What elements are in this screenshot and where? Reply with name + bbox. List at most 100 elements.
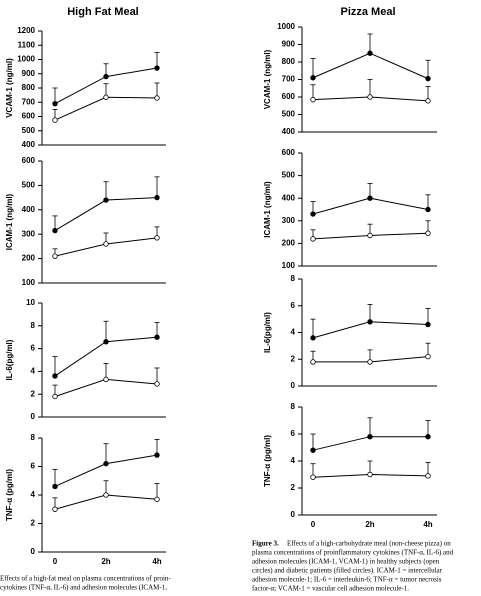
y-tick-label: 900	[22, 69, 36, 78]
y-tick-label: 400	[282, 193, 296, 202]
marker	[103, 94, 109, 100]
marker	[103, 339, 109, 345]
y-tick-label: 0	[291, 510, 296, 519]
marker	[154, 65, 160, 71]
series-line	[312, 52, 429, 80]
y-axis-label: VCAM-1 (ng/ml)	[263, 49, 272, 109]
y-tick-label: 400	[22, 140, 36, 149]
marker	[367, 195, 373, 201]
y-tick-label: 2	[31, 519, 36, 528]
y-tick-label: 400	[282, 127, 296, 136]
marker	[425, 321, 431, 328]
y-tick-label: 500	[282, 171, 296, 180]
y-axis-label: IL-6(pg/ml)	[263, 312, 272, 353]
y-tick-label: 4	[291, 328, 296, 337]
x-tick-label: 2h	[101, 557, 110, 566]
y-tick-label: 800	[282, 57, 296, 66]
marker	[310, 96, 316, 103]
marker	[154, 194, 160, 201]
marker	[425, 75, 431, 82]
marker	[367, 319, 373, 325]
marker	[310, 236, 316, 242]
marker	[103, 73, 109, 80]
caption-line: Effects of a high-carbohydrate meal (non…	[287, 540, 451, 548]
caption-line: circles) and diabetic patients (filled c…	[252, 567, 443, 575]
marker	[52, 100, 58, 107]
marker	[154, 235, 160, 241]
y-tick-label: 4	[291, 456, 296, 465]
y-tick-label: 8	[291, 402, 296, 411]
y-axis-label: TNF-α (pg/ml)	[263, 435, 272, 487]
x-tick-label: 0	[53, 557, 58, 566]
marker	[425, 230, 431, 236]
y-tick-label: 500	[22, 126, 36, 135]
caption-label: Figure 3.	[252, 540, 279, 548]
marker	[367, 471, 373, 478]
marker	[310, 75, 316, 81]
y-tick-label: 300	[22, 229, 36, 238]
y-tick-label: 8	[291, 274, 296, 283]
y-tick-label: 8	[31, 321, 36, 330]
caption-line: adhesion molecules (ICAM-1, VCAM-1) in h…	[252, 558, 440, 566]
caption-line: adhesion molecule-1; IL-6 = interleukin-…	[252, 576, 442, 584]
panel-title: Pizza Meal	[340, 6, 395, 18]
marker	[425, 206, 431, 213]
marker	[425, 353, 431, 360]
y-axis-label: ICAM-1 (ng/ml)	[5, 193, 14, 250]
y-tick-label: 0	[31, 412, 36, 421]
y-tick-label: 6	[291, 301, 296, 310]
x-tick-label: 2h	[365, 520, 374, 529]
caption-line: cytokines (TNF-α, IL-6) and adhesion mol…	[0, 584, 167, 592]
y-tick-label: 200	[282, 239, 296, 248]
y-tick-label: 600	[22, 156, 36, 165]
marker	[52, 506, 58, 512]
y-tick-label: 10	[26, 298, 35, 307]
marker	[103, 197, 109, 203]
y-tick-label: 500	[282, 110, 296, 119]
y-tick-label: 800	[22, 83, 36, 92]
marker	[154, 381, 160, 387]
marker	[310, 474, 316, 480]
marker	[425, 98, 431, 104]
y-tick-label: 6	[31, 462, 36, 471]
y-tick-label: 600	[282, 92, 296, 101]
series-line	[54, 96, 158, 121]
y-tick-label: 6	[291, 429, 296, 438]
marker	[367, 94, 373, 100]
y-axis-label: IL-6(pg/ml)	[5, 339, 14, 380]
marker	[367, 232, 373, 239]
y-tick-label: 6	[31, 344, 36, 353]
x-tick-label: 0	[311, 520, 316, 529]
x-tick-label: 4h	[423, 520, 432, 529]
marker	[310, 211, 316, 217]
marker	[425, 434, 431, 440]
y-tick-label: 600	[22, 112, 36, 121]
y-tick-label: 4	[31, 490, 36, 499]
y-axis-label: ICAM-1 (ng/ml)	[263, 181, 272, 238]
caption-line: Effects of a high-fat meal on plasma con…	[0, 575, 171, 583]
marker	[103, 460, 109, 467]
marker	[154, 334, 160, 340]
caption-line: factor-α; VCAM-1 = vascular cell adhesio…	[252, 585, 409, 593]
y-tick-label: 8	[31, 433, 36, 442]
marker	[310, 335, 316, 341]
y-axis-label: TNF-α (pg/ml)	[5, 469, 14, 521]
y-tick-label: 2	[291, 483, 296, 492]
marker	[103, 241, 109, 247]
x-tick-label: 4h	[152, 557, 161, 566]
caption-line: plasma concentrations of proinflammatory…	[252, 549, 454, 557]
marker	[425, 473, 431, 479]
y-axis-label: VCAM-1 (ng/ml)	[5, 58, 14, 118]
y-tick-label: 0	[31, 547, 36, 556]
y-tick-label: 400	[22, 205, 36, 214]
y-tick-label: 100	[282, 261, 296, 270]
marker	[52, 373, 58, 379]
marker	[154, 452, 160, 458]
marker	[52, 227, 58, 234]
panel-title: High Fat Meal	[67, 6, 139, 18]
y-tick-label: 1100	[18, 40, 36, 49]
y-tick-label: 1000	[17, 55, 35, 64]
y-tick-label: 0	[291, 381, 296, 390]
marker	[52, 117, 58, 123]
marker	[367, 359, 373, 365]
